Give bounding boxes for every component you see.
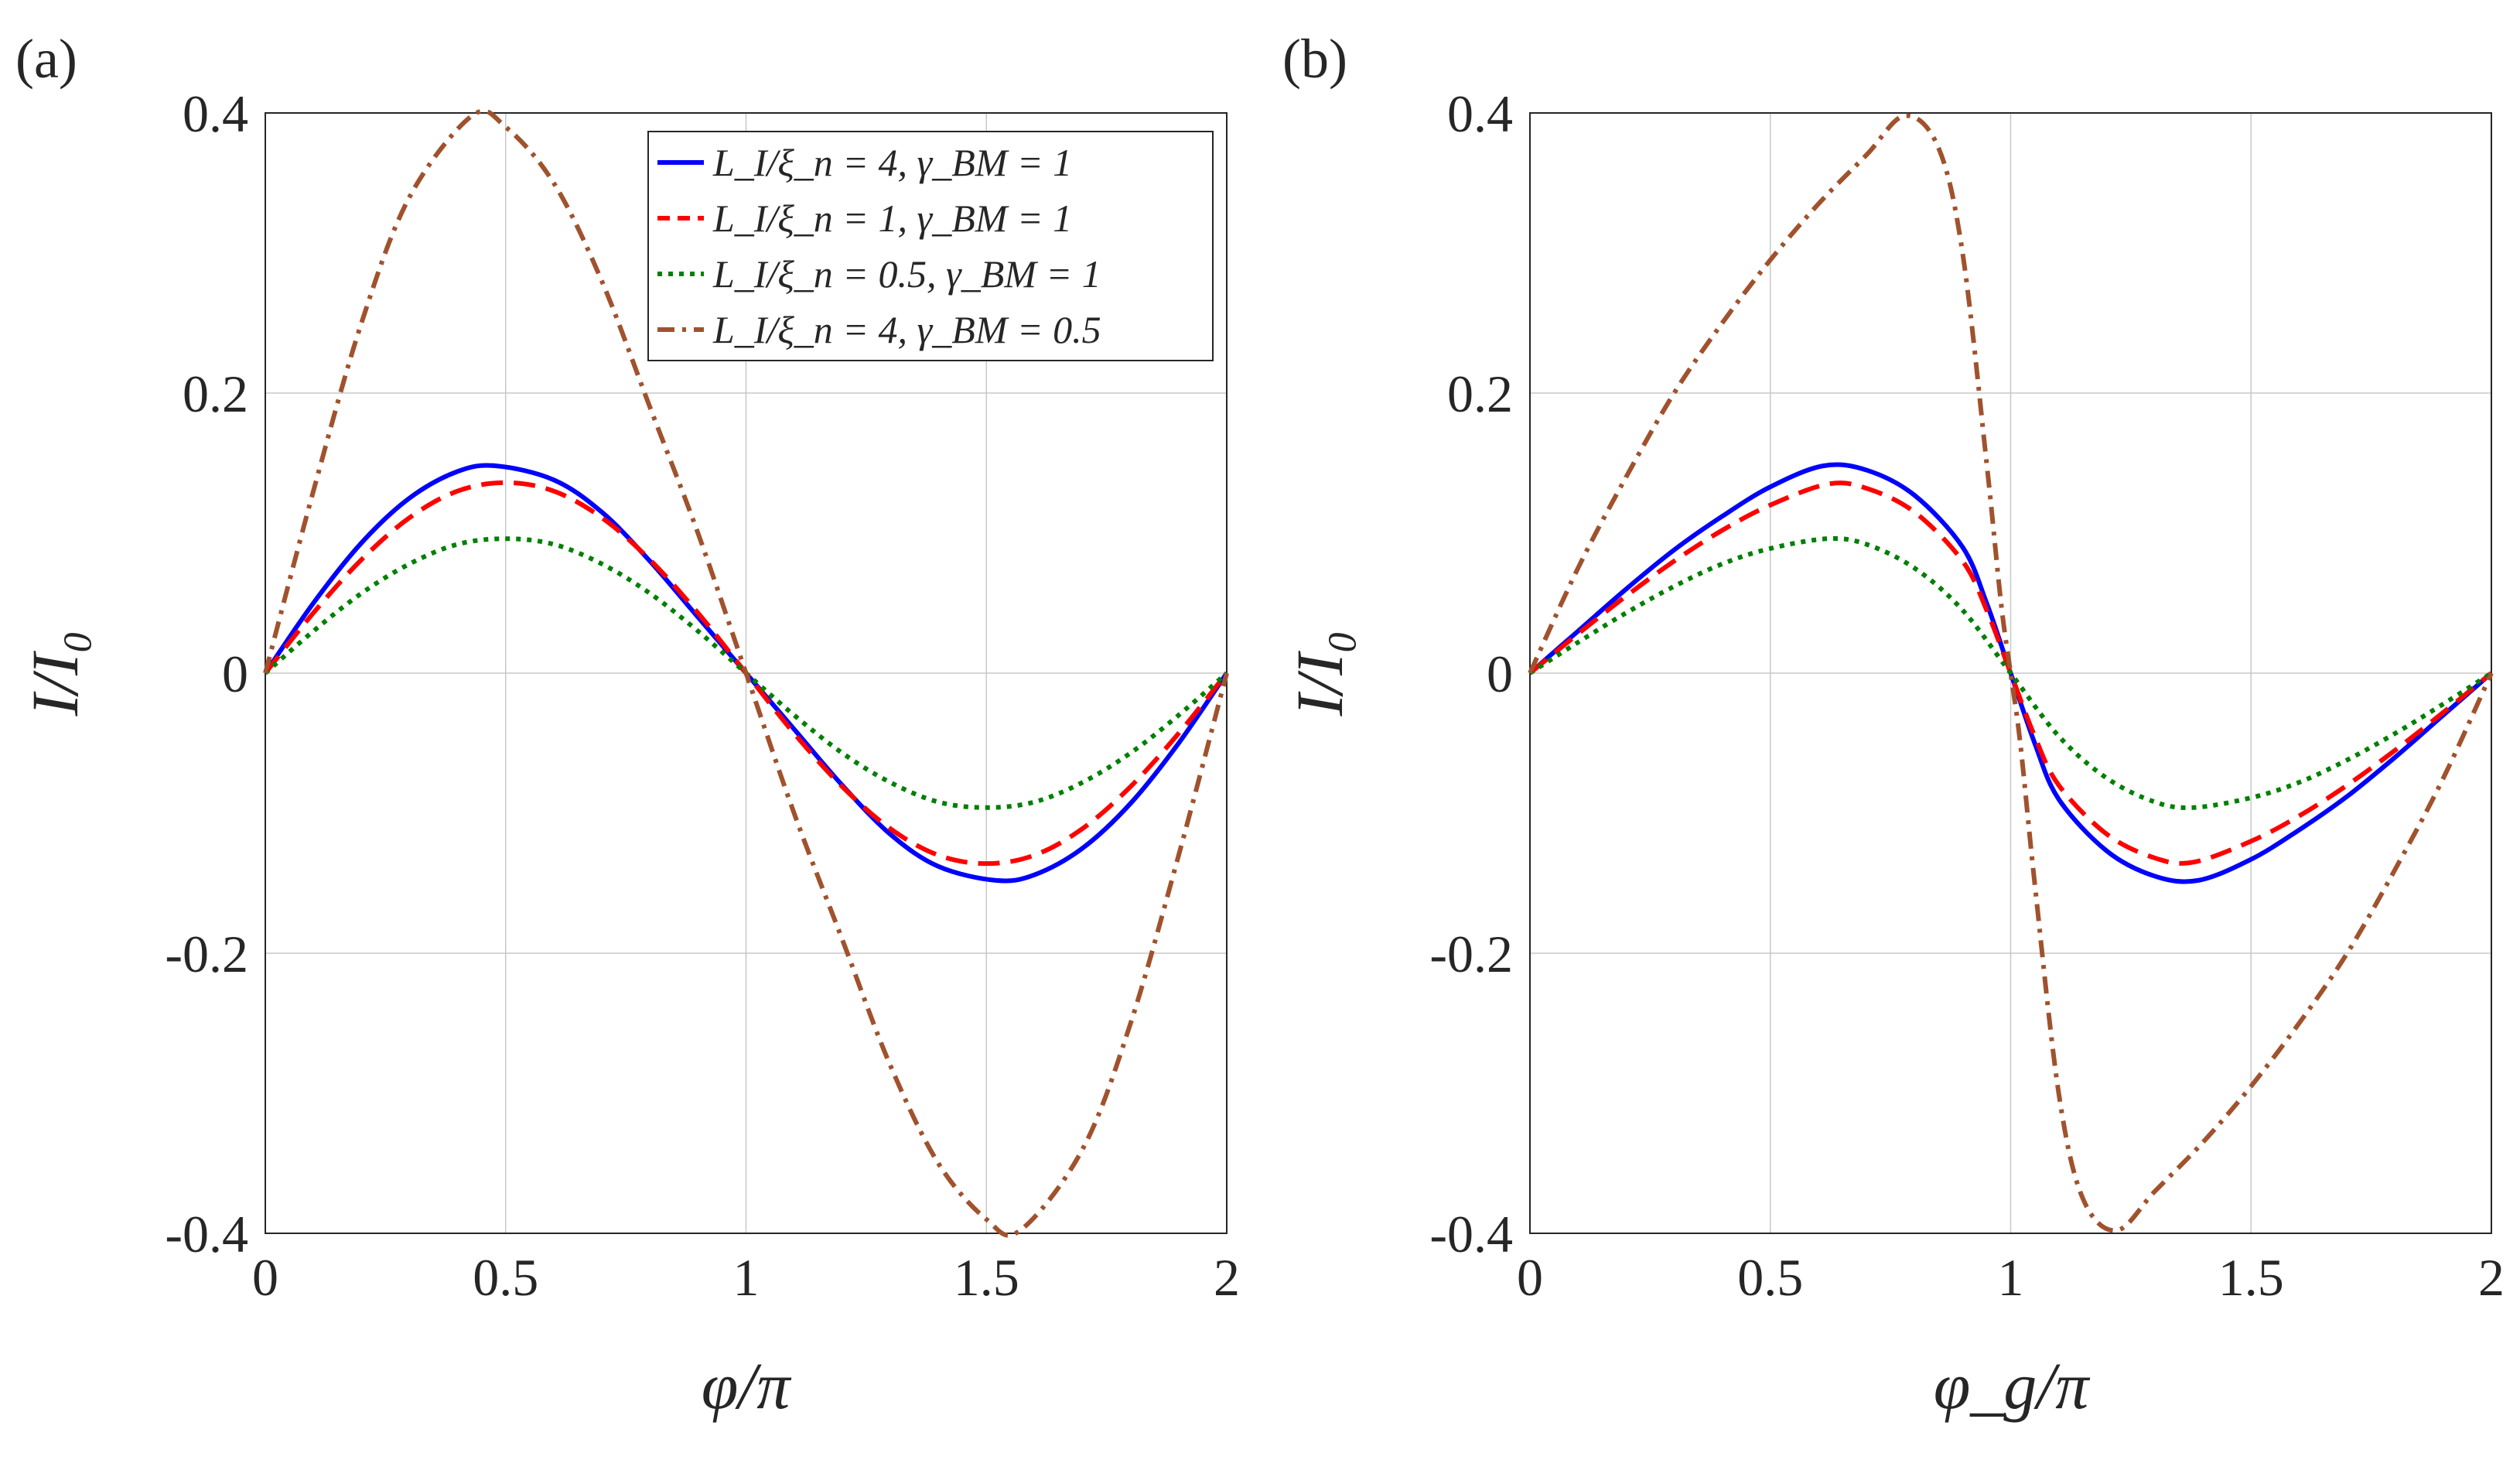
tick-labels-a: 0 0.5 1 1.5 2 -0.4 -0.2 0 0.2 0.4 bbox=[165, 84, 1240, 1307]
y-tick-label: -0.2 bbox=[165, 925, 248, 983]
series-line-2 bbox=[1528, 480, 2493, 866]
series-lines-a bbox=[263, 108, 1229, 1238]
y-axis-label-b: I/I₀ bbox=[1282, 630, 1357, 716]
y-tick-label: 0.2 bbox=[183, 364, 248, 423]
x-tick-label: 0.5 bbox=[1737, 1248, 1803, 1307]
y-axis-label-a: I/I₀ bbox=[18, 630, 92, 716]
series-line-4 bbox=[1528, 113, 2494, 1233]
x-axis-label-b: φ_g/π bbox=[1934, 1349, 2091, 1423]
legend-entry-1: L_I/ξ_n = 4, γ_BM = 1 bbox=[712, 141, 1072, 184]
legend-entry-4: L_I/ξ_n = 4, γ_BM = 0.5 bbox=[712, 308, 1101, 351]
x-tick-label: 0 bbox=[1517, 1248, 1543, 1307]
panel-label-a: (a) bbox=[15, 28, 77, 90]
x-tick-label: 1.5 bbox=[954, 1248, 1019, 1307]
legend-entry-2: L_I/ξ_n = 1, γ_BM = 1 bbox=[712, 197, 1072, 240]
tick-labels-b: 0 0.5 1 1.5 2 -0.4 -0.2 0 0.2 0.4 bbox=[1429, 84, 2505, 1307]
y-tick-label: 0 bbox=[1487, 645, 1513, 703]
panel-label-b: (b) bbox=[1282, 28, 1347, 90]
series-line-4 bbox=[263, 108, 1229, 1238]
x-tick-label: 1 bbox=[1998, 1248, 2024, 1307]
x-tick-label: 0 bbox=[252, 1248, 278, 1307]
legend-box bbox=[647, 131, 1214, 361]
plot-panel-b: 0 0.5 1 1.5 2 -0.4 -0.2 0 0.2 0.4 φ_g/π I/I₀ bbox=[1282, 84, 2505, 1423]
series-line-3 bbox=[1528, 536, 2493, 810]
x-tick-label: 2 bbox=[2478, 1248, 2505, 1307]
y-tick-label: 0.2 bbox=[1447, 364, 1513, 423]
legend: L_I/ξ_n = 4, γ_BM = 1 L_I/ξ_n = 1, γ_BM =… bbox=[647, 131, 1214, 361]
series-lines-b bbox=[1528, 113, 2494, 1233]
x-tick-label: 2 bbox=[1214, 1248, 1240, 1307]
x-tick-label: 1 bbox=[733, 1248, 760, 1307]
x-axis-label-a: φ/π bbox=[702, 1349, 792, 1423]
x-tick-label: 0.5 bbox=[473, 1248, 538, 1307]
y-tick-label: -0.4 bbox=[165, 1205, 248, 1263]
x-tick-label: 1.5 bbox=[2218, 1248, 2284, 1307]
y-tick-label: 0 bbox=[222, 645, 248, 703]
y-tick-label: 0.4 bbox=[183, 84, 248, 143]
y-tick-label: -0.4 bbox=[1429, 1205, 1513, 1263]
y-tick-label: 0.4 bbox=[1447, 84, 1513, 143]
y-tick-label: -0.2 bbox=[1429, 925, 1513, 983]
plot-panel-a: 0 0.5 1 1.5 2 -0.4 -0.2 0 0.2 0.4 φ/π I/I₀ bbox=[18, 84, 1240, 1423]
legend-entry-3: L_I/ξ_n = 0.5, γ_BM = 1 bbox=[712, 252, 1101, 296]
